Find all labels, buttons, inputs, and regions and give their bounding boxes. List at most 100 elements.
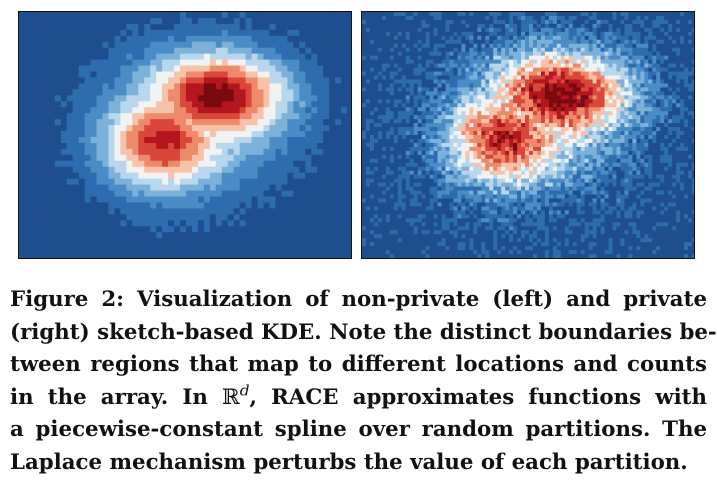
- heatmap-cell: [299, 202, 306, 209]
- heatmap-cell: [120, 107, 127, 114]
- heatmap-cell: [24, 23, 32, 31]
- heatmap-cell: [96, 136, 104, 144]
- heatmap-cell: [275, 59, 283, 67]
- heatmap-cell: [373, 63, 379, 69]
- heatmap-cell: [676, 12, 681, 17]
- heatmap-cell: [644, 91, 649, 96]
- heatmap-cell: [66, 53, 74, 61]
- heatmap-cell: [377, 71, 383, 77]
- heatmap-cell: [660, 127, 665, 132]
- heatmap-cell: [48, 178, 56, 186]
- heatmap-cell: [636, 31, 641, 37]
- heatmap-cell: [628, 123, 633, 128]
- heatmap-cell: [114, 178, 121, 186]
- heatmap-cell: [287, 12, 294, 19]
- heatmap-cell: [429, 51, 435, 57]
- heatmap-cell: [425, 67, 431, 73]
- heatmap-cell: [513, 27, 518, 33]
- heatmap-cell: [485, 71, 490, 77]
- heatmap-cell: [445, 83, 451, 88]
- heatmap-cell: [564, 15, 570, 21]
- heatmap-cell: [174, 160, 181, 168]
- heatmap-cell: [197, 232, 205, 239]
- heatmap-cell: [114, 238, 121, 245]
- heatmap-cell: [108, 232, 116, 239]
- heatmap-cell: [233, 17, 241, 25]
- heatmap-cell: [197, 238, 205, 245]
- heatmap-cell: [203, 166, 211, 174]
- heatmap-cell: [505, 127, 510, 132]
- heatmap-cell: [632, 91, 637, 96]
- heatmap-cell: [203, 119, 211, 126]
- heatmap-cell: [393, 107, 399, 112]
- heatmap-cell: [393, 19, 399, 25]
- heatmap-cell: [481, 15, 486, 21]
- heatmap-cell: [30, 17, 38, 25]
- heatmap-cell: [588, 71, 594, 77]
- heatmap-cell: [473, 31, 478, 37]
- heatmap-cell: [239, 190, 247, 198]
- heatmap-cell: [54, 148, 62, 156]
- heatmap-cell: [592, 47, 598, 53]
- heatmap-cell: [54, 125, 62, 132]
- heatmap-cell: [90, 107, 98, 114]
- heatmap-cell: [652, 123, 657, 128]
- heatmap-cell: [269, 238, 277, 245]
- heatmap-cell: [604, 127, 610, 132]
- heatmap-cell: [215, 77, 223, 85]
- heatmap-cell: [640, 43, 645, 49]
- heatmap-cell: [126, 136, 133, 144]
- heatmap-cell: [664, 55, 669, 61]
- heatmap-cell: [257, 12, 265, 19]
- heatmap-cell: [365, 31, 371, 37]
- heatmap-cell: [540, 75, 546, 81]
- heatmap-cell: [556, 87, 562, 92]
- heatmap-cell: [191, 65, 199, 73]
- heatmap-cell: [373, 71, 379, 77]
- heatmap-cell: [281, 77, 288, 85]
- heatmap-cell: [84, 154, 92, 162]
- heatmap-cell: [604, 91, 610, 96]
- heatmap-cell: [389, 79, 395, 85]
- heatmap-cell: [19, 12, 26, 19]
- heatmap-cell: [441, 87, 447, 92]
- heatmap-cell: [215, 12, 223, 19]
- heatmap-cell: [560, 15, 566, 21]
- heatmap-cell: [461, 127, 466, 132]
- heatmap-cell: [257, 35, 265, 43]
- heatmap-cell: [66, 131, 74, 138]
- heatmap-cell: [120, 89, 127, 96]
- heatmap-cell: [592, 59, 598, 65]
- heatmap-cell: [185, 89, 193, 96]
- heatmap-cell: [656, 27, 661, 33]
- heatmap-cell: [96, 95, 104, 102]
- heatmap-cell: [120, 119, 127, 126]
- heatmap-cell: [536, 87, 542, 92]
- heatmap-cell: [680, 103, 685, 108]
- heatmap-cell: [584, 39, 590, 45]
- heatmap-cell: [281, 196, 288, 204]
- heatmap-cell: [636, 119, 641, 124]
- heatmap-cell: [90, 202, 98, 209]
- heatmap-cell: [592, 107, 598, 112]
- heatmap-cell: [505, 43, 510, 49]
- heatmap-cell: [521, 107, 526, 112]
- heatmap-cell: [640, 95, 645, 100]
- heatmap-cell: [560, 131, 566, 136]
- heatmap-cell: [180, 65, 187, 73]
- heatmap-cell: [19, 142, 26, 150]
- heatmap-cell: [401, 131, 407, 136]
- heatmap-cell: [497, 119, 502, 124]
- heatmap-cell: [596, 111, 602, 116]
- heatmap-cell: [54, 101, 62, 108]
- heatmap-cell: [191, 160, 199, 168]
- heatmap-cell: [596, 123, 602, 128]
- heatmap-cell: [227, 142, 235, 150]
- heatmap-cell: [251, 53, 259, 61]
- heatmap-cell: [90, 214, 98, 221]
- heatmap-cell: [580, 51, 586, 57]
- heatmap-cell: [576, 75, 582, 81]
- heatmap-cell: [405, 51, 411, 57]
- heatmap-cell: [138, 131, 145, 138]
- heatmap-cell: [209, 166, 217, 174]
